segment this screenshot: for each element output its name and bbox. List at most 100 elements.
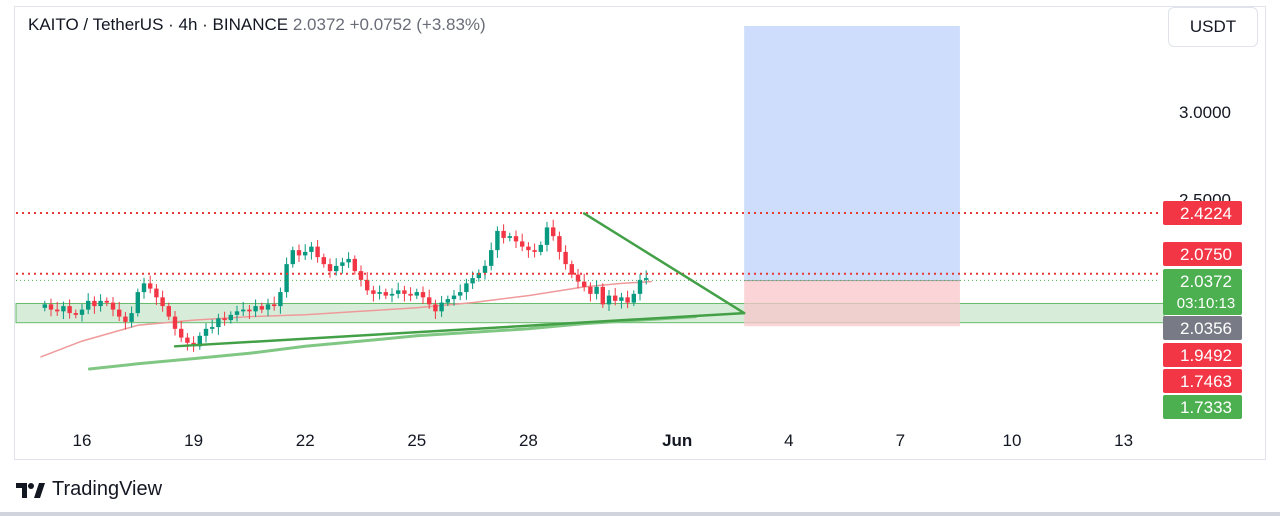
candle-body — [340, 262, 345, 266]
candle-body — [637, 279, 643, 294]
support-zone — [15, 302, 1165, 324]
candle-body — [185, 337, 190, 343]
price-label-text: 1.9492 — [1180, 346, 1232, 365]
price-label-resistance — [1163, 201, 1242, 225]
candle-body — [309, 246, 314, 252]
candle-body — [489, 250, 494, 266]
price-label-last — [1163, 269, 1242, 315]
candle-body — [272, 304, 277, 307]
candle-body — [451, 295, 457, 300]
price-label-ma — [1163, 343, 1242, 367]
x-tick-label: 10 — [1003, 431, 1022, 450]
symbol-title[interactable]: KAITO / TetherUS · 4h · BINANCE — [28, 15, 289, 34]
candle-body — [557, 236, 562, 252]
candle-body — [42, 304, 47, 308]
candle-body — [569, 264, 574, 275]
candle-body — [433, 304, 438, 312]
candle-body — [67, 306, 72, 314]
candle-body — [98, 300, 103, 307]
candle-body — [389, 293, 395, 296]
bottom-divider — [0, 512, 1280, 516]
candle-body — [526, 246, 531, 251]
stop-zone — [744, 280, 960, 327]
candle-body — [129, 313, 134, 322]
candle-body — [408, 293, 413, 296]
candle-body — [327, 264, 333, 272]
candle-body — [86, 300, 91, 310]
x-tick-label: 19 — [184, 431, 203, 450]
candle-body — [92, 300, 97, 307]
price-label-ma — [1163, 395, 1242, 419]
candle-body — [414, 292, 419, 296]
candle-body — [296, 250, 302, 256]
candle-body — [420, 292, 426, 298]
candle-body — [644, 278, 649, 280]
brand-name: TradingView — [52, 478, 163, 500]
candle-body — [377, 292, 382, 294]
candle-body — [532, 250, 537, 252]
candle-body — [365, 279, 370, 291]
candle-body — [631, 293, 636, 303]
currency-button[interactable]: USDT — [1168, 7, 1258, 47]
chart-frame[interactable] — [14, 6, 1266, 460]
x-tick-label: 28 — [519, 431, 538, 450]
price-label-text: 2.0372 — [1180, 272, 1232, 291]
candle-body — [507, 236, 512, 238]
price-label-text: 1.7463 — [1180, 372, 1232, 391]
y-tick-label: 3.0000 — [1179, 103, 1231, 122]
candle-body — [247, 309, 252, 312]
x-tick-label: 4 — [784, 431, 793, 450]
candle-body — [334, 265, 339, 272]
trendline-2 — [582, 212, 746, 315]
candle-body — [160, 297, 165, 307]
price-label-entry — [1163, 316, 1242, 340]
candle-body — [383, 292, 388, 296]
candle-body — [303, 251, 308, 256]
candle-body — [259, 306, 264, 310]
candle-body — [520, 241, 525, 247]
candle-body — [203, 328, 209, 336]
x-tick-label: 16 — [73, 431, 92, 450]
price-label-text: 2.0750 — [1180, 245, 1232, 264]
candle-body — [575, 274, 581, 282]
candle-body — [538, 244, 543, 252]
candle-body — [371, 290, 376, 294]
price-label-text: 1.7333 — [1180, 398, 1232, 417]
candle-body — [315, 246, 320, 258]
tradingview-branding[interactable]: TradingView — [16, 478, 162, 501]
candle-body — [613, 295, 618, 301]
trendline-1 — [173, 311, 746, 348]
candle-body — [166, 306, 171, 317]
candle-body — [290, 250, 295, 265]
candle-body — [352, 258, 357, 272]
candle-body — [228, 314, 233, 321]
candle-body — [241, 309, 246, 312]
price-label-text: 2.0356 — [1180, 319, 1232, 338]
drawings-layer — [16, 212, 1158, 348]
price-labels-layer: 2.4224 2.0750 2.0372 03:10:13 2.0356 1.9492 1.… — [1163, 201, 1242, 419]
candle-body — [588, 286, 593, 294]
chart-header: KAITO / TetherUS · 4h · BINANCE 2.0372 +… — [28, 15, 486, 35]
tradingview-logo-icon — [16, 482, 45, 498]
candle-body — [123, 316, 128, 322]
x-tick-label: 13 — [1114, 431, 1133, 450]
candle-body — [358, 271, 364, 280]
candle-body — [606, 295, 612, 305]
candle-body — [594, 286, 599, 294]
candle-body — [513, 236, 519, 242]
candle-body — [148, 283, 153, 289]
price-label-stop — [1163, 369, 1242, 393]
countdown-text: 03:10:13 — [1177, 295, 1235, 312]
x-tick-label: Jun — [662, 431, 692, 450]
candle-body — [265, 304, 271, 310]
candle-body — [110, 302, 116, 310]
candle-body — [582, 281, 587, 287]
candle-body — [396, 290, 401, 294]
candle-body — [625, 297, 630, 303]
candle-body — [501, 230, 506, 238]
target-zone — [744, 26, 960, 281]
x-tick-label: 25 — [407, 431, 426, 450]
candle-body — [55, 309, 60, 312]
